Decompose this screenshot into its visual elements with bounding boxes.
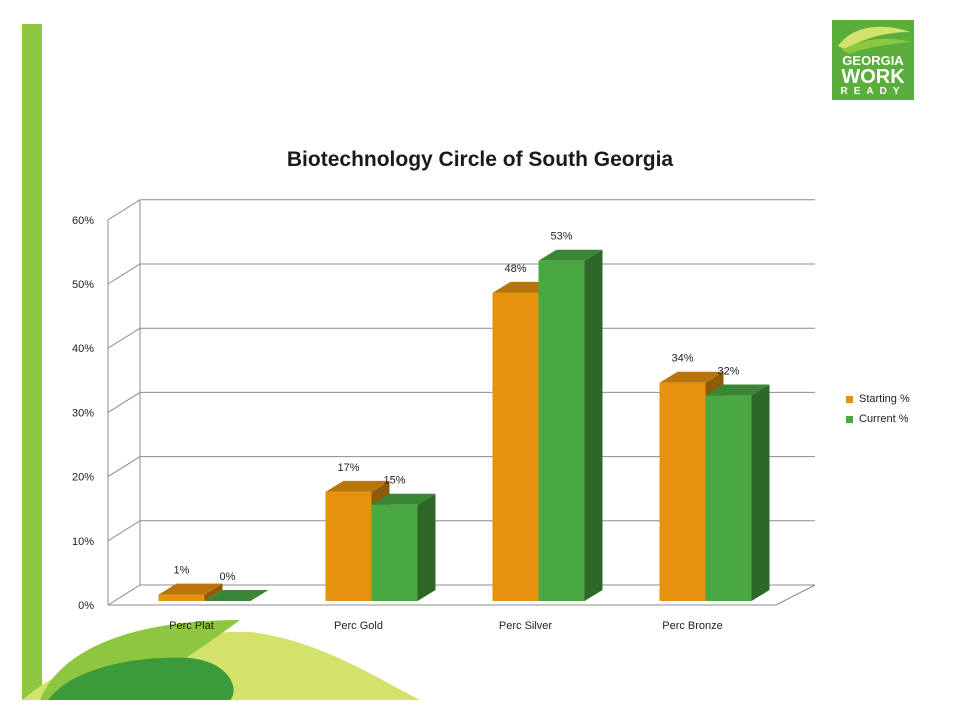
leaf-swoosh-dark xyxy=(48,657,234,700)
category-label: Perc Silver xyxy=(499,620,553,632)
bar-top xyxy=(325,480,390,492)
bar-side xyxy=(751,384,770,601)
bar-top xyxy=(659,371,724,383)
legend-label-current: Current % xyxy=(859,413,909,425)
bar-top xyxy=(371,493,436,505)
bar xyxy=(371,493,436,601)
bar-front xyxy=(659,382,706,601)
data-label: 0% xyxy=(220,571,236,583)
bar-front xyxy=(371,504,418,601)
bar-top xyxy=(705,384,770,396)
y-axis-ticks: 0% 10% 20% 30% 40% 50% 60% xyxy=(72,215,94,612)
georgia-work-ready-logo: GEORGIA WORK READY xyxy=(832,20,914,100)
bar xyxy=(204,590,269,601)
data-label: 53% xyxy=(550,231,572,243)
legend-swatch-current xyxy=(846,415,853,423)
category-label: Perc Plat xyxy=(169,620,214,632)
floor-edge xyxy=(775,584,816,606)
legend-label-starting: Starting % xyxy=(859,393,910,405)
side-gridline xyxy=(107,520,141,542)
legend-swatch-starting xyxy=(846,395,853,403)
y-tick-label: 0% xyxy=(78,600,94,612)
y-tick-label: 60% xyxy=(72,215,94,227)
x-axis-categories: Perc Plat Perc Gold Perc Silver Perc Bronze xyxy=(169,620,723,632)
side-gridline xyxy=(107,456,141,478)
logo-text-ready: READY xyxy=(840,86,906,97)
bar-front xyxy=(492,292,539,601)
bar-top xyxy=(538,249,603,261)
y-tick-label: 40% xyxy=(72,343,94,355)
bar-front xyxy=(325,491,372,601)
side-gridline xyxy=(107,584,141,606)
bar-top xyxy=(204,590,269,601)
y-tick-label: 50% xyxy=(72,279,94,291)
bar-top xyxy=(158,583,223,595)
side-gridline xyxy=(107,199,141,221)
data-label: 48% xyxy=(504,263,526,275)
chart-legend: Starting % Current % xyxy=(846,389,910,429)
bar-side xyxy=(204,583,223,601)
chart-bars xyxy=(158,249,770,602)
data-label: 32% xyxy=(717,366,739,378)
data-label: 34% xyxy=(671,353,693,365)
bar xyxy=(538,249,603,602)
logo-text-work: WORK xyxy=(841,66,905,88)
category-label: Perc Bronze xyxy=(662,620,723,632)
category-label: Perc Gold xyxy=(334,620,383,632)
bar xyxy=(705,384,770,601)
side-gridline xyxy=(107,391,141,413)
side-gridline xyxy=(107,263,141,285)
bar xyxy=(158,583,223,601)
y-tick-label: 30% xyxy=(72,407,94,419)
bar-front xyxy=(158,594,205,601)
bar-side xyxy=(417,493,436,601)
left-accent-bar xyxy=(22,24,42,700)
legend-item-starting: Starting % xyxy=(846,389,910,409)
side-gridline xyxy=(107,327,141,349)
bar-front xyxy=(538,260,585,601)
logo-text-georgia: GEORGIA xyxy=(842,53,904,68)
logo-leaf-icon xyxy=(838,26,912,54)
data-label: 15% xyxy=(383,475,405,487)
data-labels: 1% 0% 17% 15% 48% 53% 34% 32% xyxy=(174,231,740,583)
bar-front xyxy=(705,395,752,601)
data-label: 17% xyxy=(337,462,359,474)
legend-item-current: Current % xyxy=(846,409,910,429)
bar-side xyxy=(584,249,603,602)
data-label: 1% xyxy=(174,565,190,577)
chart-title: Biotechnology Circle of South Georgia xyxy=(286,148,674,171)
y-tick-label: 20% xyxy=(72,472,94,484)
y-tick-label: 10% xyxy=(72,536,94,548)
